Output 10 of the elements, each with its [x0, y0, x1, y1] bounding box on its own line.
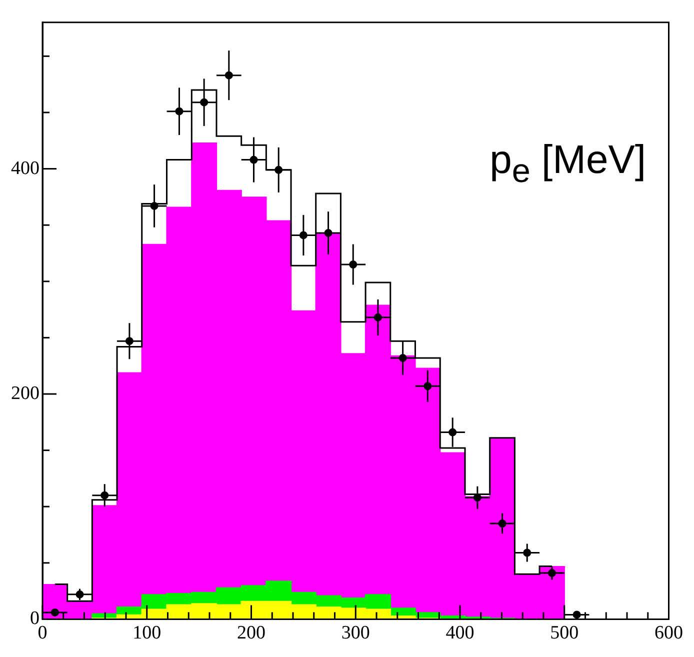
x-tick-label: 400 [446, 622, 474, 644]
x-tick-label: 500 [550, 622, 579, 644]
x-tick-label: 300 [341, 622, 370, 644]
y-tick-label: 200 [11, 382, 40, 404]
x-tick-label: 100 [132, 622, 162, 644]
x-tick-label: 200 [237, 622, 266, 644]
x-tick-label: 600 [654, 622, 683, 644]
annotation: p$_{e}$ [MeV] [490, 138, 646, 191]
y-tick-label: 400 [11, 158, 40, 179]
y-tick-label: 0 [30, 608, 40, 630]
